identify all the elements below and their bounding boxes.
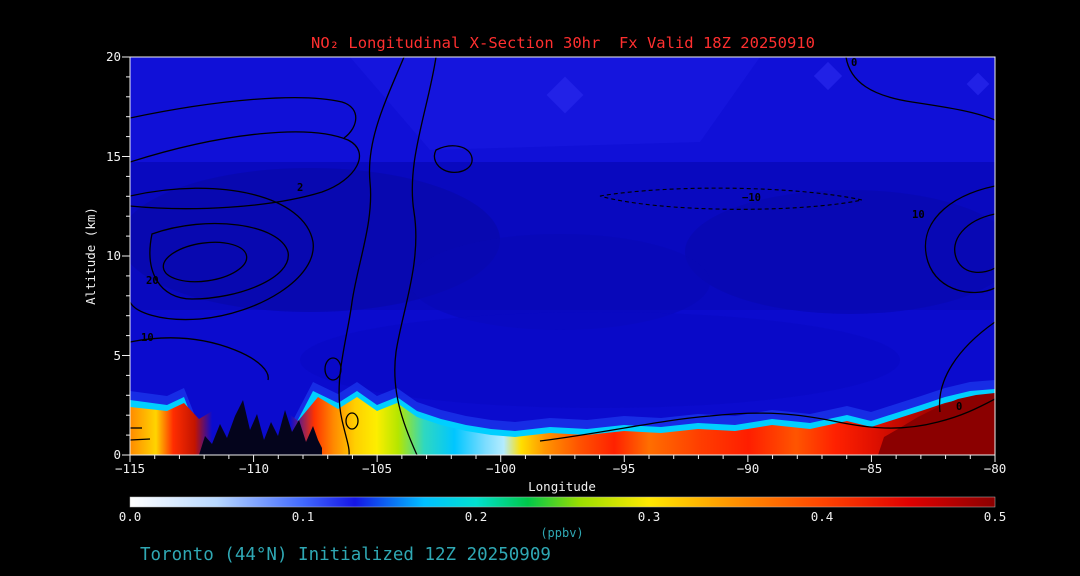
contour-label: 2 — [297, 182, 303, 194]
contour-line — [539, 398, 995, 442]
contour-line-dashed — [599, 187, 863, 210]
y-tick-label: 20 — [106, 49, 121, 64]
contour-tick — [130, 438, 151, 441]
dark-blob-left — [130, 168, 500, 312]
x-tick-label: −95 — [613, 461, 636, 476]
y-tick-label: 10 — [106, 248, 121, 263]
contour-line — [924, 185, 995, 294]
contour-loop — [162, 241, 248, 283]
x-tick-label: −85 — [860, 461, 883, 476]
colorbar-tick-label: 0.2 — [465, 509, 488, 524]
y-tick-label: 5 — [113, 348, 121, 363]
contour-label: 10 — [141, 332, 154, 344]
y-tick-label: 0 — [113, 447, 121, 462]
x-axis-title: Longitude — [528, 479, 596, 494]
contour-overlay: 0 −10 2 20 10 0 10 — [130, 57, 995, 455]
colorbar-gradient — [129, 496, 996, 508]
contour-label: 0 — [956, 401, 962, 413]
contour-line — [338, 57, 405, 455]
x-tick-label: −100 — [486, 461, 516, 476]
x-tick-label: −105 — [362, 461, 392, 476]
upper-light-patch — [350, 57, 760, 150]
colorbar-tick-label: 0.5 — [984, 509, 1007, 524]
contour-line — [845, 57, 995, 121]
dark-blob-right — [685, 190, 995, 314]
contour-label: 20 — [146, 275, 159, 287]
colorbar-tick-label: 0.1 — [292, 509, 315, 524]
contour-loop — [954, 213, 995, 273]
colorbar-tick-label: 0.0 — [119, 509, 142, 524]
terrain-peaks — [199, 400, 322, 455]
y-tick-label: 15 — [106, 149, 121, 164]
contour-loop — [433, 145, 473, 173]
contour-label: 0 — [851, 57, 857, 69]
heatmap-field — [130, 57, 995, 455]
contour-loop — [324, 357, 342, 381]
contour-line — [130, 131, 361, 210]
x-tick-label: −110 — [239, 461, 269, 476]
contour-line — [149, 222, 289, 300]
y-axis-title: Altitude (km) — [83, 207, 98, 305]
axis-ticks — [122, 56, 996, 462]
dark-red-maximum — [878, 393, 995, 455]
init-caption: Toronto (44°N) Initialized 12Z 20250909 — [140, 545, 551, 565]
contour-label: 10 — [912, 209, 925, 221]
dark-blob-center — [410, 234, 710, 330]
contour-line — [130, 97, 357, 139]
light-diamond — [813, 61, 843, 91]
contour-line — [130, 187, 314, 321]
colorbar: 0.0 0.1 0.2 0.3 0.4 0.5 (ppbv) — [119, 496, 1007, 540]
contour-line — [938, 321, 995, 413]
colorbar-tick-label: 0.4 — [811, 509, 834, 524]
contour-label: −10 — [742, 192, 761, 204]
dark-blob-lower — [300, 312, 900, 408]
surface-plume — [130, 395, 995, 455]
x-tick-label: −90 — [737, 461, 760, 476]
y-axis: 0 5 10 15 20 Altitude (km) — [83, 49, 121, 462]
plot-title: NO₂ Longitudinal X-Section 30hr Fx Valid… — [311, 34, 815, 52]
contour-loop — [345, 412, 359, 430]
x-axis: −115 −110 −105 −100 −95 −90 −85 −80 Long… — [115, 461, 1006, 494]
contour-line — [130, 337, 269, 381]
colorbar-tick-label: 0.3 — [638, 509, 661, 524]
light-diamond — [966, 72, 990, 96]
light-diamond — [546, 76, 584, 114]
x-tick-label: −115 — [115, 461, 145, 476]
contour-line — [394, 57, 437, 455]
x-tick-label: −80 — [984, 461, 1007, 476]
colorbar-unit-label: (ppbv) — [540, 526, 583, 540]
